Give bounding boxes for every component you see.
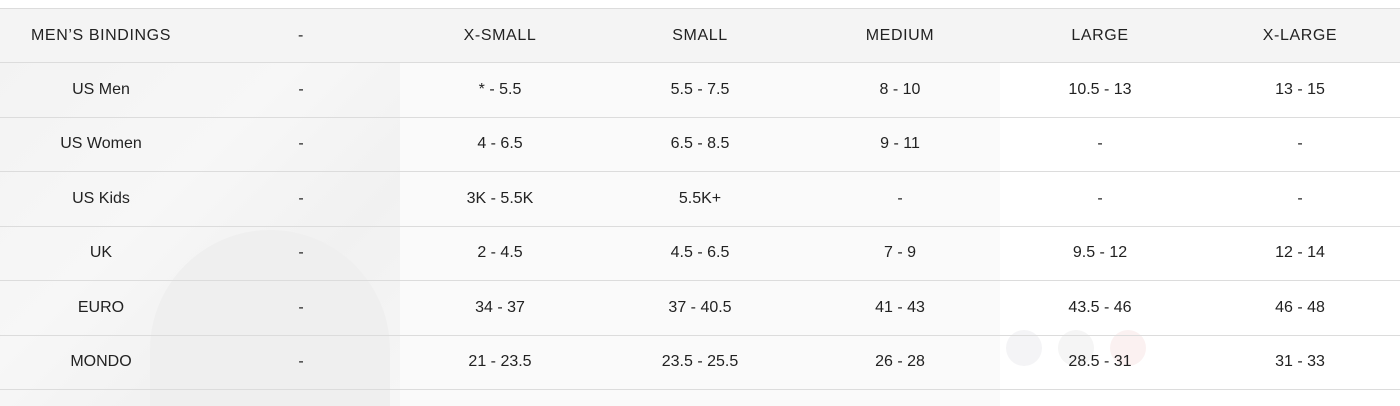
table-cell: - — [202, 62, 400, 118]
table-cell: - — [1000, 117, 1200, 172]
table-row: MONDO - 21 - 23.5 23.5 - 25.5 26 - 28 28… — [0, 335, 1400, 390]
table-cell: 23.5 - 25.5 — [600, 335, 800, 390]
row-label: US Women — [0, 117, 202, 172]
table-cell: 9 - 11 — [800, 117, 1000, 172]
table-cell: 6.5 - 8.5 — [600, 117, 800, 172]
table-cell: 9.5 - 12 — [1000, 226, 1200, 281]
size-chart-table: MEN’S BINDINGS - X-SMALL SMALL MEDIUM LA… — [0, 8, 1400, 390]
table-row: US Women - 4 - 6.5 6.5 - 8.5 9 - 11 - - — [0, 117, 1400, 172]
table-cell: 26 - 28 — [800, 335, 1000, 390]
table-cell: - — [202, 117, 400, 172]
table-cell: 4.5 - 6.5 — [600, 226, 800, 281]
table-cell: 3K - 5.5K — [400, 171, 600, 227]
table-cell: 8 - 10 — [800, 62, 1000, 118]
header-cell: LARGE — [1000, 8, 1200, 63]
table-row: US Kids - 3K - 5.5K 5.5K+ - - - — [0, 171, 1400, 227]
table-cell: 13 - 15 — [1200, 62, 1400, 118]
header-cell: X-LARGE — [1200, 8, 1400, 63]
row-label: EURO — [0, 280, 202, 336]
table-cell: 5.5 - 7.5 — [600, 62, 800, 118]
table-row: US Men - * - 5.5 5.5 - 7.5 8 - 10 10.5 -… — [0, 62, 1400, 118]
header-cell: MEDIUM — [800, 8, 1000, 63]
table-cell: 12 - 14 — [1200, 226, 1400, 281]
table-cell: - — [202, 226, 400, 281]
table-cell: 34 - 37 — [400, 280, 600, 336]
table-cell: 2 - 4.5 — [400, 226, 600, 281]
table-cell: 5.5K+ — [600, 171, 800, 227]
table-cell: 41 - 43 — [800, 280, 1000, 336]
header-cell: SMALL — [600, 8, 800, 63]
table-cell: 43.5 - 46 — [1000, 280, 1200, 336]
table-cell: 7 - 9 — [800, 226, 1000, 281]
header-cell: X-SMALL — [400, 8, 600, 63]
table-cell: - — [1200, 171, 1400, 227]
table-cell: 28.5 - 31 — [1000, 335, 1200, 390]
table-cell: - — [1200, 117, 1400, 172]
table-cell: - — [202, 335, 400, 390]
row-label: US Kids — [0, 171, 202, 227]
table-cell: 4 - 6.5 — [400, 117, 600, 172]
header-cell: - — [202, 8, 400, 63]
table-cell: 31 - 33 — [1200, 335, 1400, 390]
table-cell: - — [202, 280, 400, 336]
table-cell: - — [1000, 171, 1200, 227]
table-row: EURO - 34 - 37 37 - 40.5 41 - 43 43.5 - … — [0, 280, 1400, 336]
table-row: UK - 2 - 4.5 4.5 - 6.5 7 - 9 9.5 - 12 12… — [0, 226, 1400, 281]
table-cell: * - 5.5 — [400, 62, 600, 118]
header-cell: MEN’S BINDINGS — [0, 8, 202, 63]
row-label: US Men — [0, 62, 202, 118]
table-cell: 10.5 - 13 — [1000, 62, 1200, 118]
table-cell: - — [800, 171, 1000, 227]
table-cell: 21 - 23.5 — [400, 335, 600, 390]
table-cell: 37 - 40.5 — [600, 280, 800, 336]
table-header-row: MEN’S BINDINGS - X-SMALL SMALL MEDIUM LA… — [0, 8, 1400, 63]
table-cell: 46 - 48 — [1200, 280, 1400, 336]
row-label: UK — [0, 226, 202, 281]
row-label: MONDO — [0, 335, 202, 390]
table-cell: - — [202, 171, 400, 227]
